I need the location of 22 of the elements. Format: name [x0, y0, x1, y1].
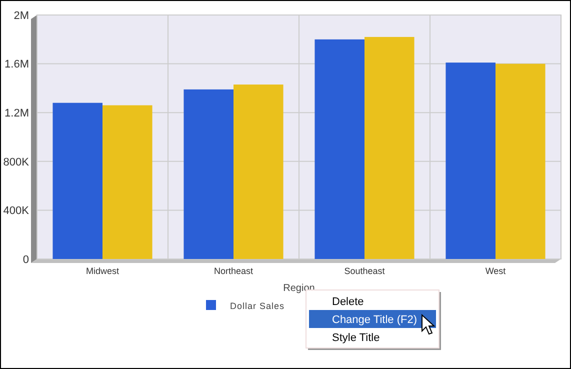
x-tick-label: Southeast — [344, 266, 386, 276]
x-tick-label: Northeast — [214, 266, 254, 276]
y-tick-label: 800K — [3, 156, 30, 168]
y-tick-label: 400K — [3, 205, 30, 218]
bar — [52, 102, 102, 259]
bar — [102, 105, 152, 259]
bar — [314, 39, 364, 259]
text: Delete — [332, 296, 364, 308]
y-tick-label: 1.6M — [4, 58, 29, 71]
y-tick-label: 1.2M — [4, 107, 29, 120]
bar — [234, 84, 284, 259]
text: Style Title — [332, 332, 380, 344]
legend-label: Dollar Sales — [230, 301, 285, 311]
bar — [446, 62, 496, 259]
bar — [184, 89, 234, 259]
bar — [496, 64, 546, 259]
x-tick-label: West — [485, 266, 506, 276]
x-tick-label: Midwest — [86, 266, 120, 276]
text: Change Title (F2) — [332, 314, 417, 326]
bar — [364, 36, 414, 259]
y-tick-label: 2M — [14, 10, 29, 22]
y-tick-label: 0 — [22, 254, 29, 266]
